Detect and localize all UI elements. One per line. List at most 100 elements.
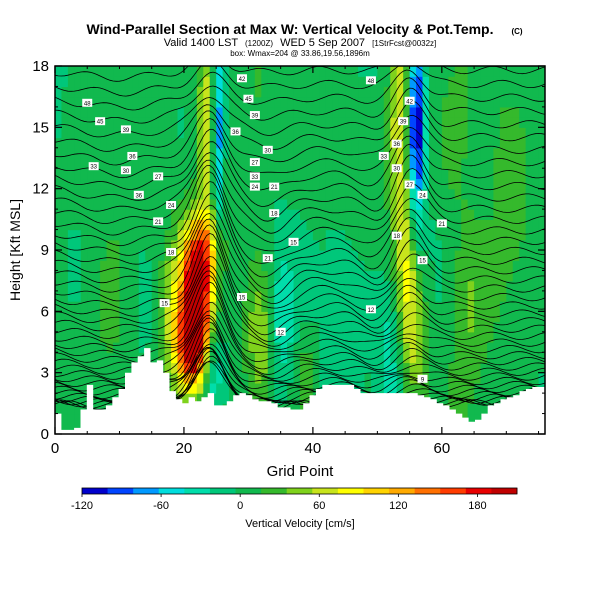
velocity-cell xyxy=(138,209,146,220)
velocity-cell xyxy=(183,270,191,282)
velocity-cell xyxy=(512,270,520,282)
velocity-cell xyxy=(480,321,488,333)
velocity-cell xyxy=(428,209,436,220)
velocity-cell xyxy=(113,117,121,128)
velocity-cell xyxy=(100,106,108,118)
velocity-cell xyxy=(106,76,114,88)
velocity-cell xyxy=(300,362,308,374)
velocity-cell xyxy=(345,168,353,180)
velocity-cell xyxy=(422,362,430,374)
velocity-cell xyxy=(100,209,108,220)
velocity-cell xyxy=(486,270,495,282)
velocity-cell xyxy=(261,188,269,200)
velocity-cell xyxy=(422,321,430,333)
velocity-cell xyxy=(461,66,469,77)
contour-label-bg xyxy=(88,162,99,171)
velocity-cell xyxy=(532,66,540,77)
colorbar-swatch xyxy=(107,488,134,494)
velocity-cell xyxy=(377,280,385,292)
velocity-cell xyxy=(229,158,237,169)
velocity-cell xyxy=(493,219,501,231)
velocity-cell xyxy=(325,229,333,241)
velocity-cell xyxy=(416,280,424,292)
velocity-cell xyxy=(480,147,488,159)
velocity-cell xyxy=(151,260,159,272)
velocity-cell xyxy=(364,137,372,149)
x-tick-label: 60 xyxy=(433,440,450,457)
velocity-cell xyxy=(435,188,443,200)
velocity-cell xyxy=(345,372,353,384)
velocity-cell xyxy=(119,260,127,272)
velocity-cell xyxy=(454,219,462,231)
velocity-cell xyxy=(538,86,545,98)
velocity-cell xyxy=(409,117,417,128)
velocity-cell xyxy=(448,280,456,292)
velocity-cell xyxy=(67,219,75,231)
velocity-cell xyxy=(203,290,211,302)
velocity-cell xyxy=(538,147,545,159)
velocity-cell xyxy=(300,321,308,333)
velocity-cell xyxy=(422,198,430,210)
velocity-cell xyxy=(164,362,172,374)
velocity-cell xyxy=(183,280,191,292)
velocity-cell xyxy=(332,250,340,261)
velocity-cell xyxy=(209,382,217,394)
contour-label-text: 27 xyxy=(406,183,413,189)
velocity-cell xyxy=(454,66,462,77)
contour-label-text: 21 xyxy=(155,220,162,226)
velocity-cell xyxy=(390,158,398,169)
velocity-cell xyxy=(448,137,456,149)
velocity-cell xyxy=(467,209,475,220)
velocity-cell xyxy=(171,178,179,190)
velocity-cell xyxy=(486,342,495,353)
velocity-cell xyxy=(338,137,346,149)
velocity-cell xyxy=(486,301,495,312)
velocity-cell xyxy=(416,198,424,210)
velocity-cell xyxy=(525,382,533,394)
velocity-cell xyxy=(158,147,166,159)
velocity-cell xyxy=(67,342,75,353)
velocity-cell xyxy=(61,239,69,251)
velocity-cell xyxy=(74,76,82,88)
velocity-cell xyxy=(151,250,159,261)
velocity-cell xyxy=(293,219,301,231)
velocity-cell xyxy=(261,260,269,272)
velocity-cell xyxy=(113,147,121,159)
velocity-cell xyxy=(113,137,121,149)
velocity-cell xyxy=(222,301,230,312)
velocity-cell xyxy=(467,270,475,282)
velocity-cell xyxy=(428,372,436,384)
contour-label-bg xyxy=(436,219,447,228)
velocity-cell xyxy=(338,321,346,333)
velocity-cell xyxy=(80,239,88,251)
velocity-cell xyxy=(532,158,540,169)
velocity-cell xyxy=(499,198,507,210)
velocity-cell xyxy=(248,229,256,241)
velocity-cell xyxy=(332,209,340,220)
velocity-cell xyxy=(499,260,507,272)
velocity-cell xyxy=(338,188,346,200)
velocity-cell xyxy=(113,106,121,118)
velocity-cell xyxy=(506,311,514,323)
velocity-cell xyxy=(370,127,378,139)
velocity-cell xyxy=(138,239,146,251)
velocity-cell xyxy=(306,127,314,139)
velocity-cell xyxy=(338,127,346,139)
velocity-cell xyxy=(190,270,198,282)
velocity-cell xyxy=(519,342,527,353)
velocity-cell xyxy=(345,250,353,261)
velocity-cell xyxy=(325,76,333,88)
contour-label: 24 xyxy=(417,190,428,199)
velocity-cell xyxy=(93,209,101,220)
contour-label-text: 39 xyxy=(400,120,407,126)
velocity-cell xyxy=(461,331,469,343)
velocity-cell xyxy=(216,382,224,394)
velocity-cell xyxy=(467,106,475,118)
velocity-cell xyxy=(93,250,101,261)
velocity-cell xyxy=(138,127,146,139)
velocity-cell xyxy=(312,198,320,210)
velocity-cell xyxy=(106,198,114,210)
velocity-cell xyxy=(474,239,482,251)
velocity-cell xyxy=(274,219,282,231)
velocity-cell xyxy=(332,229,340,241)
